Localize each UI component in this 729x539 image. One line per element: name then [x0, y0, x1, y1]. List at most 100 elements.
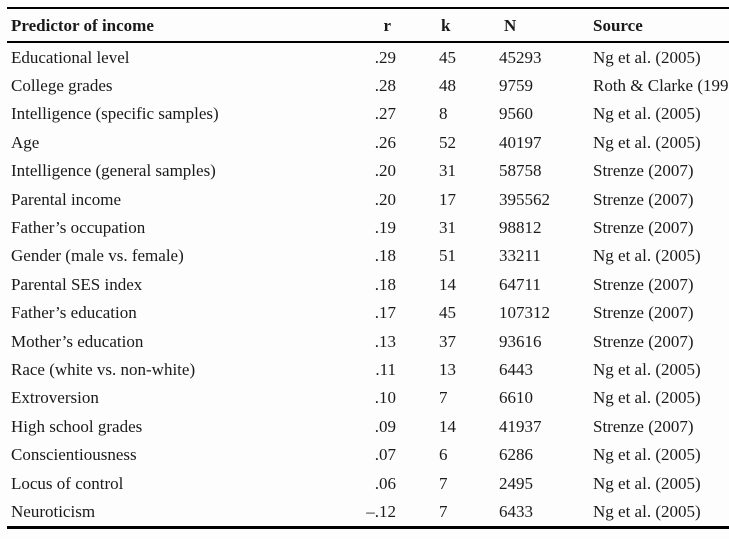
cell-k: 8	[439, 104, 448, 124]
cell-source: Ng et al. (2005)	[593, 104, 701, 124]
cell-n: 6443	[499, 359, 533, 379]
column-header-k: k	[433, 8, 494, 43]
cell-source: Strenze (2007)	[593, 416, 694, 436]
cell-source: Ng et al. (2005)	[593, 501, 701, 521]
table-row: Father’s education .17 45 107312 Strenze (20…	[7, 299, 729, 327]
cell-r: .27	[374, 104, 396, 124]
cell-predictor: Gender (male vs. female)	[11, 246, 184, 266]
cell-predictor: Educational level	[11, 47, 130, 67]
cell-source: Strenze (2007)	[593, 274, 694, 294]
cell-source: Ng et al. (2005)	[593, 473, 701, 493]
cell-k: 52	[439, 132, 456, 152]
cell-source: Strenze (2007)	[593, 331, 694, 351]
cell-source: Strenze (2007)	[593, 218, 694, 238]
cell-predictor: Age	[11, 132, 40, 152]
cell-k: 31	[439, 218, 456, 238]
cell-source: Ng et al. (2005)	[593, 246, 701, 266]
cell-k: 51	[439, 246, 456, 266]
cell-k: 13	[439, 359, 456, 379]
cell-predictor: Intelligence (specific samples)	[11, 104, 219, 124]
cell-source: Strenze (2007)	[593, 303, 694, 323]
cell-source: Roth & Clarke (1998)	[593, 76, 729, 96]
cell-k: 6	[439, 445, 448, 465]
cell-n: 93616	[499, 331, 542, 351]
cell-r: .07	[374, 445, 396, 465]
table-row: College grades .28 48 9759 Roth & Clarke (19…	[7, 71, 729, 99]
cell-r: .06	[374, 473, 396, 493]
cell-predictor: Intelligence (general samples)	[11, 161, 216, 181]
table-row: Race (white vs. non-white) .11 13 6443 Ng et…	[7, 355, 729, 383]
cell-n: 9759	[499, 76, 533, 96]
cell-source: Ng et al. (2005)	[593, 132, 701, 152]
cell-r: .17	[374, 303, 396, 323]
cell-n: 6433	[499, 501, 533, 521]
cell-n: 64711	[499, 274, 541, 294]
cell-k: 7	[439, 388, 448, 408]
table-row: Educational level .29 45 45293 Ng et al. (20…	[7, 42, 729, 71]
cell-predictor: Extroversion	[11, 388, 99, 408]
table-row: Age .26 52 40197 Ng et al. (2005)	[7, 128, 729, 156]
cell-predictor: Father’s education	[11, 303, 137, 323]
cell-r: .09	[374, 416, 396, 436]
cell-n: 40197	[499, 132, 542, 152]
cell-predictor: Parental income	[11, 189, 121, 209]
cell-r: .10	[374, 388, 396, 408]
cell-k: 37	[439, 331, 456, 351]
cell-r: .11	[375, 359, 396, 379]
cell-r: .13	[374, 331, 396, 351]
table-row: Gender (male vs. female) .18 51 33211 Ng et …	[7, 242, 729, 270]
cell-k: 17	[439, 189, 456, 209]
cell-n: 2495	[499, 473, 533, 493]
table-row: Intelligence (general samples) .20 31 58758…	[7, 157, 729, 185]
cell-predictor: Conscientiousness	[11, 445, 137, 465]
table-row: Mother’s education .13 37 93616 Strenze (200…	[7, 327, 729, 355]
cell-n: 98812	[499, 218, 542, 238]
column-header-r: r	[329, 8, 433, 43]
cell-r: .18	[374, 246, 396, 266]
cell-n: 9560	[499, 104, 533, 124]
income-predictors-table: Predictor of income r k N Source Educati…	[7, 7, 729, 529]
table-body: Educational level .29 45 45293 Ng et al. (20…	[7, 42, 729, 527]
column-header-source: Source	[588, 8, 729, 43]
cell-source: Ng et al. (2005)	[593, 388, 701, 408]
cell-n: 33211	[499, 246, 541, 266]
cell-n: 107312	[499, 303, 550, 323]
cell-r: .28	[374, 76, 396, 96]
table-row: Parental income .20 17 395562 Strenze (2007)	[7, 185, 729, 213]
cell-r: .19	[374, 218, 396, 238]
table-row: Conscientiousness .07 6 6286 Ng et al. (2005…	[7, 440, 729, 468]
cell-r: .18	[374, 274, 396, 294]
cell-n: 395562	[499, 189, 550, 209]
cell-predictor: Mother’s education	[11, 331, 144, 351]
cell-source: Ng et al. (2005)	[593, 47, 701, 67]
cell-k: 7	[439, 473, 448, 493]
cell-k: 14	[439, 416, 456, 436]
column-header-predictor: Predictor of income	[7, 8, 329, 43]
cell-source: Strenze (2007)	[593, 161, 694, 181]
cell-k: 48	[439, 76, 456, 96]
cell-r: .20	[374, 189, 396, 209]
cell-source: Ng et al. (2005)	[593, 445, 701, 465]
cell-k: 31	[439, 161, 456, 181]
table-row: Father’s occupation .19 31 98812 Strenze (20…	[7, 213, 729, 241]
cell-source: Strenze (2007)	[593, 189, 694, 209]
cell-k: 14	[439, 274, 456, 294]
table-header: Predictor of income r k N Source	[7, 8, 729, 43]
table-row: Parental SES index .18 14 64711 Strenze (200…	[7, 270, 729, 298]
cell-k: 45	[439, 47, 456, 67]
cell-n: 41937	[499, 416, 542, 436]
cell-predictor: Locus of control	[11, 473, 124, 493]
cell-predictor: Neuroticism	[11, 501, 96, 521]
cell-n: 45293	[499, 47, 542, 67]
table-row: Intelligence (specific samples) .27 8 9560 N…	[7, 100, 729, 128]
cell-r: .20	[374, 161, 396, 181]
cell-k: 7	[439, 501, 448, 521]
header-row: Predictor of income r k N Source	[7, 8, 729, 43]
column-header-n: N	[494, 8, 588, 43]
cell-predictor: College grades	[11, 76, 113, 96]
cell-predictor: High school grades	[11, 416, 143, 436]
table-row: Extroversion .10 7 6610 Ng et al. (2005)	[7, 384, 729, 412]
table-row: Locus of control .06 7 2495 Ng et al. (2005)	[7, 469, 729, 497]
cell-n: 58758	[499, 161, 542, 181]
